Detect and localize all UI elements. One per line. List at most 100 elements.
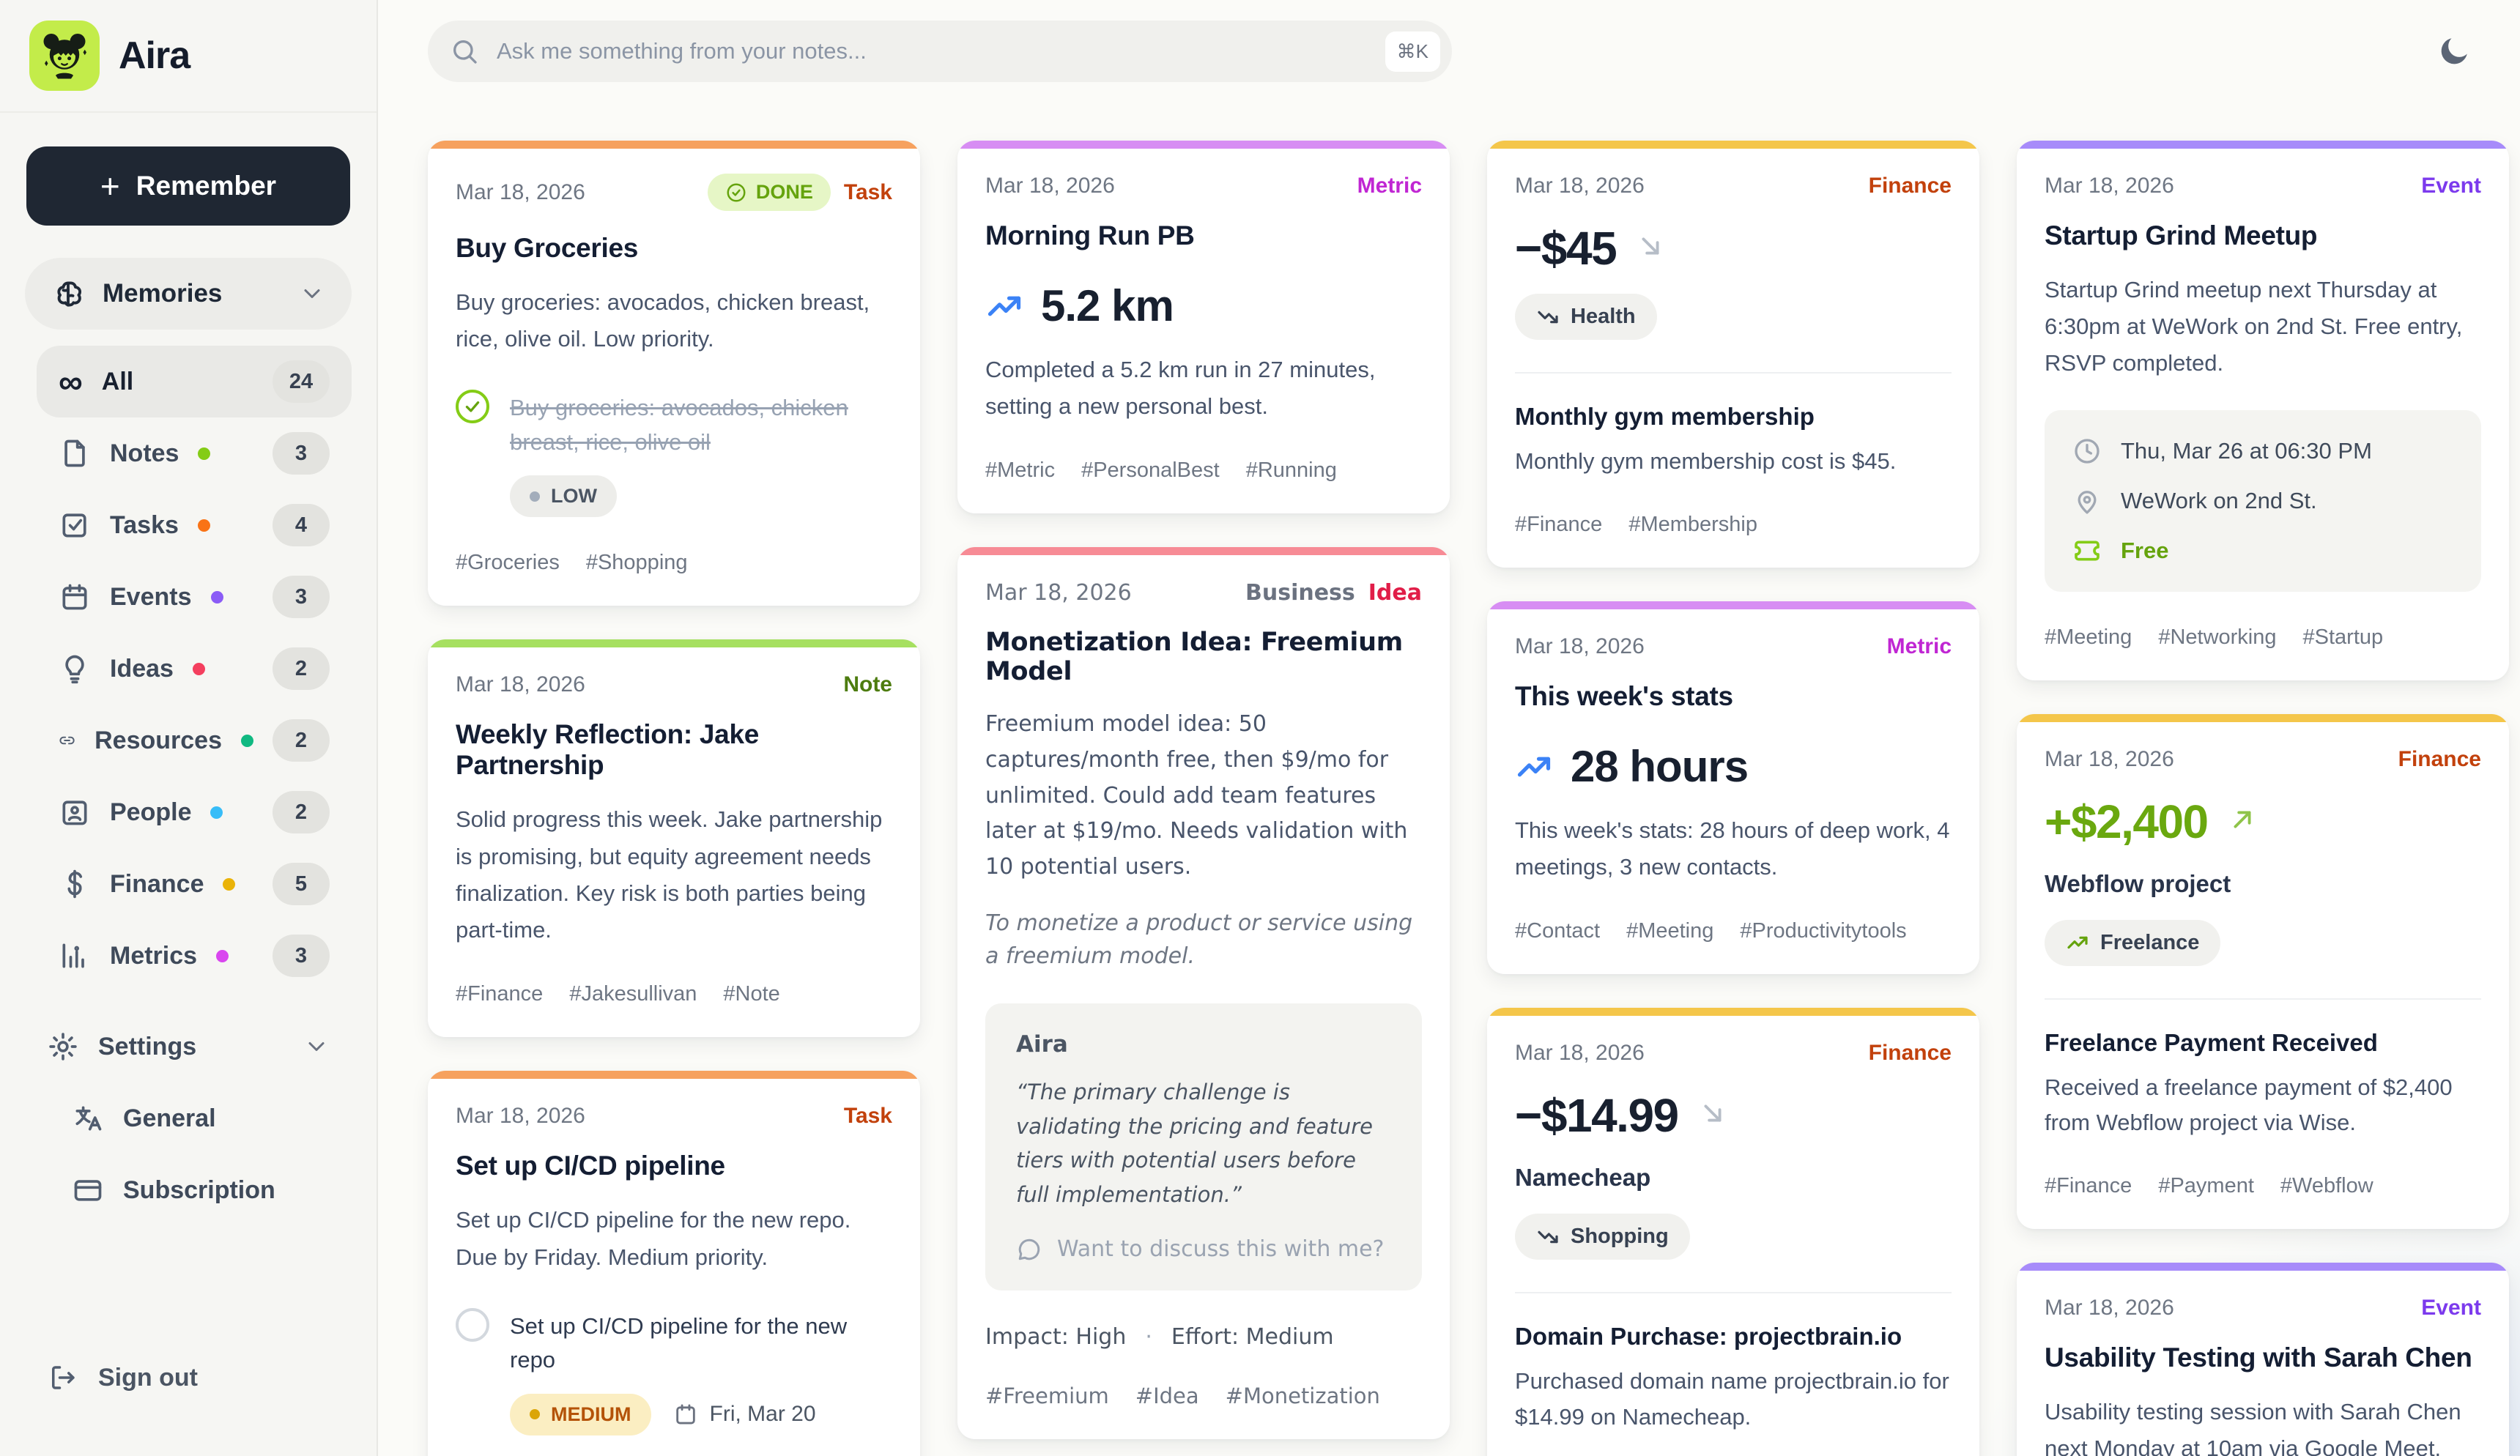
card-type-label: Event xyxy=(2421,174,2481,198)
card-accent-strip xyxy=(957,547,1450,556)
tag[interactable]: #Finance xyxy=(1515,513,1603,537)
sidebar-item-all[interactable]: ∞ All 24 xyxy=(37,346,352,417)
sidebar-item-finance[interactable]: Finance 5 xyxy=(37,848,352,920)
sign-out-button[interactable]: Sign out xyxy=(0,1362,377,1456)
card-accent-strip xyxy=(1487,1008,1979,1017)
todo-checkbox-checked[interactable] xyxy=(456,390,489,424)
tag[interactable]: #Contact xyxy=(1515,919,1601,943)
impact-label: Impact: High xyxy=(985,1323,1127,1350)
tag[interactable]: #PersonalBest xyxy=(1081,458,1220,483)
card-title: Startup Grind Meetup xyxy=(2045,220,2318,250)
card-type-label: Metric xyxy=(1886,634,1952,659)
amount-row: +$2,400 xyxy=(2045,798,2481,845)
brand-header: Aira xyxy=(0,0,377,113)
card-monetization-idea[interactable]: Mar 18, 2026 Business Idea Monetization … xyxy=(957,547,1450,1439)
tag[interactable]: #Startup xyxy=(2302,625,2384,649)
sidebar-item-events[interactable]: Events 3 xyxy=(37,561,352,633)
sidebar-item-ideas[interactable]: Ideas 2 xyxy=(37,633,352,705)
card-type-label: Task xyxy=(843,179,892,204)
tag[interactable]: #Finance xyxy=(456,982,544,1006)
card-accent-strip xyxy=(2017,713,2509,722)
tag[interactable]: #Shopping xyxy=(585,551,688,575)
sidebar-item-resources[interactable]: Resources 2 xyxy=(37,705,352,776)
people-dot xyxy=(210,806,223,819)
remember-button[interactable]: + Remember xyxy=(26,146,350,226)
card-buy-groceries[interactable]: Mar 18, 2026 DONE Task Buy Groceries Buy… xyxy=(428,141,920,606)
tag[interactable]: #Finance xyxy=(2045,1173,2132,1197)
priority-badge-low: LOW xyxy=(510,475,617,518)
tag[interactable]: #Idea xyxy=(1135,1383,1199,1408)
category-pill-freelance: Freelance xyxy=(2045,919,2221,966)
link-icon xyxy=(59,724,75,757)
sidebar-item-metrics[interactable]: Metrics 3 xyxy=(37,920,352,992)
arrow-up-right-icon xyxy=(2226,803,2259,836)
count-badge: 2 xyxy=(273,647,330,690)
todo-checkbox-unchecked[interactable] xyxy=(456,1307,489,1342)
card-subtitle: Freelance Payment Received xyxy=(2045,1028,2378,1056)
card-morning-run[interactable]: Mar 18, 2026 Metric Morning Run PB 5.2 k… xyxy=(957,141,1450,514)
sidebar-item-notes[interactable]: Notes 3 xyxy=(37,417,352,489)
tag[interactable]: #Metric xyxy=(985,458,1056,483)
tag[interactable]: #Note xyxy=(723,982,780,1006)
lightbulb-icon xyxy=(59,653,91,685)
todo-item: Set up CI/CD pipeline for the new repo xyxy=(456,1307,892,1378)
effort-label: Effort: Medium xyxy=(1171,1323,1334,1350)
memories-label: Memories xyxy=(103,279,223,308)
tag[interactable]: #Networking xyxy=(2158,625,2277,649)
card-body: Startup Grind meetup next Thursday at 6:… xyxy=(2045,277,2463,376)
tag[interactable]: #Webflow xyxy=(2280,1173,2373,1197)
sidebar-section-settings[interactable]: Settings xyxy=(25,1011,352,1082)
card-startup-grind-meetup[interactable]: Mar 18, 2026 Event Startup Grind Meetup … xyxy=(2017,141,2509,680)
tag[interactable]: #Membership xyxy=(1628,513,1757,537)
card-cicd-pipeline[interactable]: Mar 18, 2026 Task Set up CI/CD pipeline … xyxy=(428,1071,920,1456)
card-subbody: Received a freelance payment of $2,400 f… xyxy=(2045,1074,2453,1135)
card-gym-membership[interactable]: Mar 18, 2026 Finance −$45 Health xyxy=(1487,141,1979,568)
card-subbody: Purchased domain name projectbrain.io fo… xyxy=(1515,1368,1949,1430)
sidebar-section-memories[interactable]: Memories xyxy=(25,258,352,330)
sidebar-item-subscription[interactable]: Subscription xyxy=(25,1154,352,1226)
sidebar-item-people[interactable]: People 2 xyxy=(37,776,352,848)
check-circle-icon xyxy=(725,182,747,204)
count-badge: 5 xyxy=(273,863,330,905)
card-date: Mar 18, 2026 xyxy=(2045,746,2174,771)
tag[interactable]: #Meeting xyxy=(2045,625,2132,649)
ticket-icon xyxy=(2072,536,2102,565)
search-bar[interactable]: ⌘K xyxy=(428,21,1452,82)
sidebar-item-tasks[interactable]: Tasks 4 xyxy=(37,489,352,561)
card-usability-testing[interactable]: Mar 18, 2026 Event Usability Testing wit… xyxy=(2017,1262,2509,1456)
tag[interactable]: #Monetization xyxy=(1225,1383,1380,1408)
card-body: Solid progress this week. Jake partnersh… xyxy=(456,806,883,943)
card-domain-purchase[interactable]: Mar 18, 2026 Finance −$14.99 Namecheap S… xyxy=(1487,1008,1979,1456)
search-input[interactable] xyxy=(495,37,1369,65)
category-pill-shopping: Shopping xyxy=(1515,1214,1690,1260)
tag[interactable]: #Jakesullivan xyxy=(569,982,697,1006)
dark-mode-toggle[interactable] xyxy=(2435,32,2473,70)
tag[interactable]: #Meeting xyxy=(1626,919,1714,943)
card-title: Set up CI/CD pipeline xyxy=(456,1151,725,1181)
search-icon xyxy=(450,37,479,66)
card-accent-strip xyxy=(428,1071,920,1080)
tag[interactable]: #Payment xyxy=(2158,1173,2254,1197)
amount-value: −$45 xyxy=(1515,222,1617,275)
ideas-dot xyxy=(192,662,205,675)
finance-dot xyxy=(223,877,236,891)
todo-text: Buy groceries: avocados, chicken breast,… xyxy=(510,395,848,455)
ai-discuss-link[interactable]: Want to discuss this with me? xyxy=(1016,1236,1391,1263)
tag[interactable]: #Groceries xyxy=(456,551,560,575)
clock-icon xyxy=(2072,437,2102,466)
tag-list: #Groceries #Shopping xyxy=(456,551,892,575)
card-subtitle: Monthly gym membership xyxy=(1515,403,1815,430)
chat-bubble-icon xyxy=(1016,1236,1042,1263)
card-date: Mar 18, 2026 xyxy=(2045,174,2174,198)
card-weekly-reflection[interactable]: Mar 18, 2026 Note Weekly Reflection: Jak… xyxy=(428,639,920,1038)
trend-down-icon xyxy=(1536,305,1560,329)
tag[interactable]: #Running xyxy=(1245,458,1337,483)
sidebar-item-general[interactable]: General xyxy=(25,1082,352,1154)
tag[interactable]: #Freemium xyxy=(985,1383,1109,1408)
card-weekly-stats[interactable]: Mar 18, 2026 Metric This week's stats 28… xyxy=(1487,601,1979,975)
card-body: Completed a 5.2 km run in 27 minutes, se… xyxy=(985,357,1376,420)
card-subbody: Monthly gym membership cost is $45. xyxy=(1515,448,1897,474)
card-webflow-payment[interactable]: Mar 18, 2026 Finance +$2,400 Webflow pro… xyxy=(2017,713,2509,1229)
arrow-down-right-icon xyxy=(1696,1096,1730,1130)
tag[interactable]: #Productivitytools xyxy=(1740,919,1907,943)
